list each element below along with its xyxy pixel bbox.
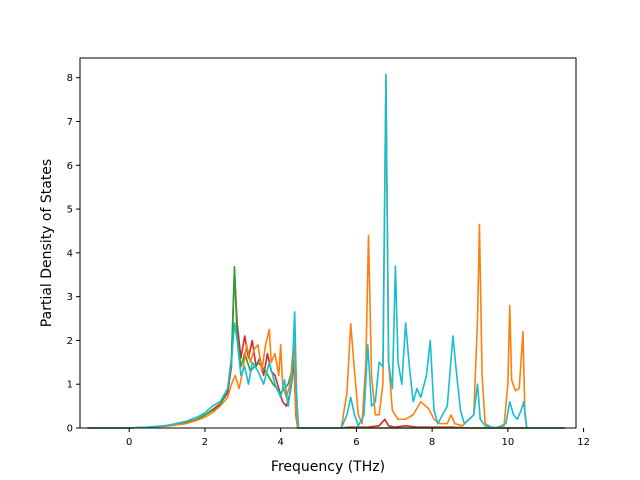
x-axis: 0 2 4 6 8 10 12 [126, 428, 590, 448]
y-tick-label: 4 [67, 248, 73, 259]
y-tick-label: 5 [67, 205, 73, 216]
series-layer [87, 73, 565, 429]
y-tick-label: 8 [67, 73, 73, 84]
y-tick-label: 0 [67, 424, 73, 435]
plot-frame [79, 57, 577, 429]
plot-area [80, 58, 576, 428]
y-tick-label: 3 [67, 292, 73, 303]
y-axis: 0 1 2 3 4 5 6 7 8 [67, 73, 80, 435]
x-tick-label: 2 [202, 437, 208, 448]
x-tick-label: 10 [501, 437, 514, 448]
x-tick-label: 6 [353, 437, 359, 448]
x-axis-label: Frequency (THz) [271, 459, 385, 475]
x-tick-label: 0 [126, 437, 132, 448]
y-axis-label: Partial Density of States [39, 159, 55, 327]
series-line-1 [87, 269, 565, 429]
x-tick-label: 4 [277, 437, 283, 448]
series-line-3 [87, 76, 565, 429]
y-tick-label: 7 [67, 117, 73, 128]
x-tick-label: 12 [577, 437, 590, 448]
y-tick-label: 6 [67, 161, 73, 172]
series-line-4 [87, 73, 565, 429]
x-tick-label: 8 [429, 437, 435, 448]
y-tick-label: 1 [67, 380, 73, 391]
y-tick-label: 2 [67, 336, 73, 347]
